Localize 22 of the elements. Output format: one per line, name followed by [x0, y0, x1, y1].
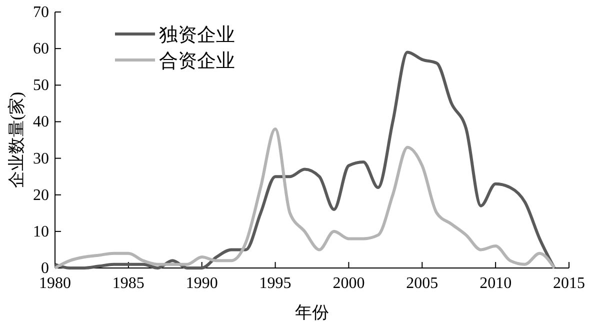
y-axis-title: 企业数量(家): [7, 92, 26, 188]
y-tick-label: 20: [33, 186, 49, 204]
legend-label: 独资企业: [159, 25, 235, 46]
x-tick-label: 2000: [332, 275, 365, 292]
x-tick-label: 2005: [406, 275, 438, 292]
legend-label: 合资企业: [159, 51, 235, 72]
y-tick-label: 70: [33, 4, 49, 21]
y-tick-label: 10: [33, 223, 49, 240]
y-tick-label: 50: [33, 77, 49, 94]
y-tick-label: 30: [33, 150, 49, 168]
x-tick-label: 1990: [186, 275, 218, 292]
y-tick-label: 40: [33, 114, 49, 131]
x-tick-label: 1985: [112, 275, 144, 292]
y-tick-label: 0: [41, 260, 49, 277]
x-tick-label: 2010: [480, 275, 512, 292]
x-tick-label: 1995: [259, 275, 292, 292]
line-series: [54, 50, 556, 270]
x-tick-label: 1980: [39, 275, 71, 292]
x-axis-title: 年份: [295, 303, 329, 322]
y-tick-label: 60: [33, 40, 49, 58]
x-tick-label: 2015: [553, 275, 585, 292]
line-series: [54, 128, 556, 270]
